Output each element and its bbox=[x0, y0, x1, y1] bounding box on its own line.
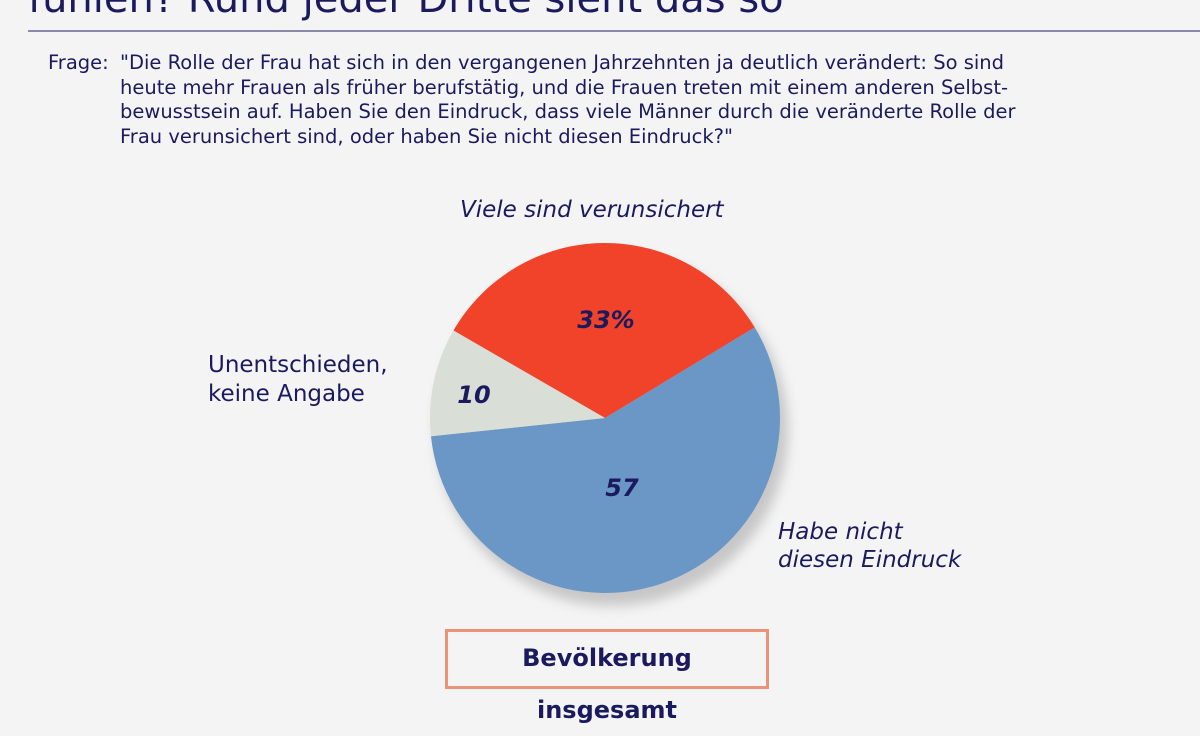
question-line: bewusstsein auf. Haben Sie den Eindruck,… bbox=[120, 100, 1016, 123]
question-line: Frau verunsichert sind, oder haben Sie n… bbox=[120, 124, 733, 148]
value-label-10: 10 bbox=[457, 381, 491, 409]
pie-slice-1 bbox=[430, 327, 780, 594]
question-line: heute mehr Frauen als früher berufstätig… bbox=[120, 75, 1009, 99]
label-unentschieden-2: keine Angabe bbox=[208, 381, 365, 407]
value-label-33: 33% bbox=[577, 306, 635, 334]
question-line: "Die Rolle der Frau hat sich in den verg… bbox=[120, 51, 1005, 74]
chart-title: fühlen? Rund jeder Dritte sieht das so bbox=[28, 0, 784, 22]
base-label: Bevölkerung insgesamt bbox=[445, 629, 769, 724]
label-verunsichert: Viele sind verunsichert bbox=[460, 197, 724, 223]
question-prefix: Frage: bbox=[48, 51, 109, 74]
label-nicht-eindruck-2: diesen Eindruck bbox=[778, 547, 962, 573]
label-nicht-eindruck-1: Habe nicht bbox=[778, 519, 903, 545]
title-divider bbox=[28, 30, 1200, 32]
pie-slice-0 bbox=[453, 243, 755, 418]
pie-slice-2 bbox=[430, 330, 605, 437]
pie-chart bbox=[430, 243, 788, 606]
label-unentschieden-1: Unentschieden, bbox=[208, 352, 388, 378]
value-label-57: 57 bbox=[605, 474, 639, 502]
